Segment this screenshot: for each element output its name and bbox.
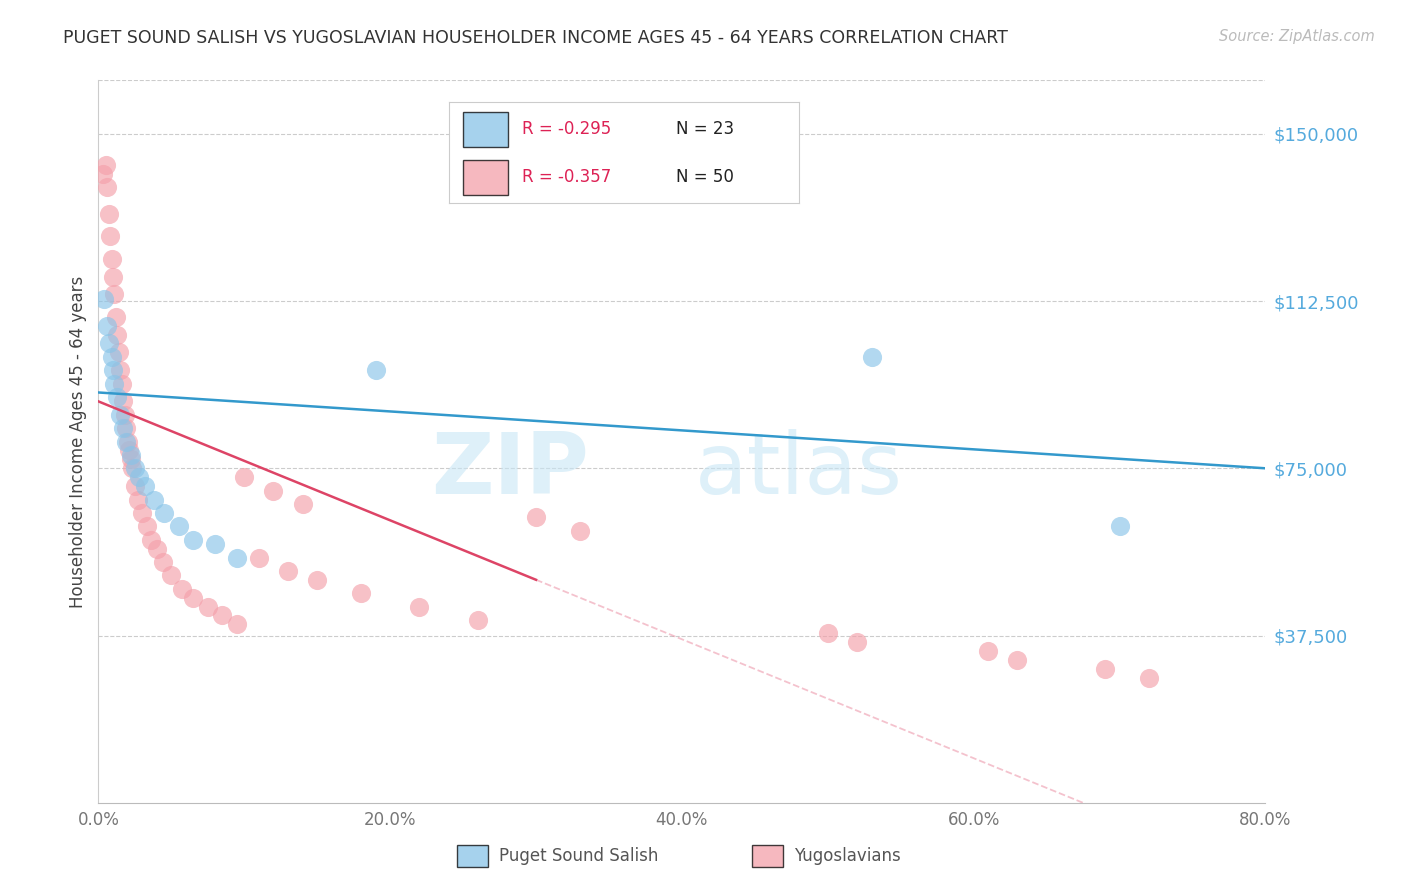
Point bbox=[118, 443, 141, 458]
Point bbox=[131, 506, 153, 520]
Point bbox=[127, 492, 149, 507]
Point bbox=[135, 519, 157, 533]
Point bbox=[204, 537, 226, 551]
Point bbox=[120, 452, 142, 467]
Point bbox=[96, 180, 118, 194]
Point bbox=[94, 158, 117, 172]
Point bbox=[233, 470, 256, 484]
Point bbox=[124, 479, 146, 493]
Point bbox=[247, 550, 270, 565]
Point bbox=[1094, 662, 1116, 676]
Point bbox=[112, 394, 135, 409]
Point bbox=[103, 287, 125, 301]
Point bbox=[97, 336, 120, 351]
Point bbox=[226, 550, 249, 565]
Text: PUGET SOUND SALISH VS YUGOSLAVIAN HOUSEHOLDER INCOME AGES 45 - 64 YEARS CORRELAT: PUGET SOUND SALISH VS YUGOSLAVIAN HOUSEH… bbox=[63, 29, 1008, 46]
Point bbox=[170, 582, 193, 596]
Point bbox=[152, 555, 174, 569]
Point bbox=[350, 586, 373, 600]
Point bbox=[108, 345, 131, 359]
Point bbox=[120, 448, 142, 462]
Point bbox=[103, 376, 125, 391]
Point bbox=[160, 568, 183, 582]
Point bbox=[105, 327, 128, 342]
Point bbox=[817, 626, 839, 640]
Point bbox=[104, 310, 127, 324]
Point bbox=[1137, 671, 1160, 685]
Point bbox=[110, 363, 132, 377]
Point bbox=[524, 510, 547, 524]
Point bbox=[153, 506, 176, 520]
Text: atlas: atlas bbox=[695, 429, 903, 512]
Point bbox=[1007, 653, 1029, 667]
Point bbox=[197, 599, 219, 614]
Point bbox=[115, 421, 138, 435]
Point bbox=[262, 483, 284, 498]
Point bbox=[114, 408, 136, 422]
Text: Source: ZipAtlas.com: Source: ZipAtlas.com bbox=[1219, 29, 1375, 44]
Point bbox=[167, 519, 190, 533]
Point bbox=[181, 533, 204, 547]
Point bbox=[146, 541, 169, 556]
Point bbox=[291, 497, 314, 511]
Point bbox=[568, 524, 591, 538]
Text: ZIP: ZIP bbox=[430, 429, 589, 512]
Point bbox=[110, 408, 132, 422]
Text: Puget Sound Salish: Puget Sound Salish bbox=[499, 847, 658, 865]
Point bbox=[101, 363, 124, 377]
Point bbox=[93, 292, 115, 306]
Point bbox=[121, 461, 143, 475]
Point bbox=[117, 434, 139, 449]
Point bbox=[181, 591, 204, 605]
Point bbox=[211, 608, 233, 623]
Point bbox=[112, 421, 135, 435]
Point bbox=[277, 564, 299, 578]
Point bbox=[100, 350, 122, 364]
Point bbox=[139, 533, 162, 547]
Point bbox=[124, 461, 146, 475]
Point bbox=[105, 390, 128, 404]
Point bbox=[97, 207, 120, 221]
Point bbox=[91, 167, 114, 181]
Text: Yugoslavians: Yugoslavians bbox=[794, 847, 901, 865]
Point bbox=[101, 269, 124, 284]
Point bbox=[142, 492, 165, 507]
Point bbox=[96, 318, 118, 333]
Point bbox=[1108, 519, 1130, 533]
Point bbox=[977, 644, 1000, 658]
Y-axis label: Householder Income Ages 45 - 64 years: Householder Income Ages 45 - 64 years bbox=[69, 276, 87, 607]
Point bbox=[846, 635, 869, 649]
Point bbox=[111, 376, 134, 391]
Point bbox=[226, 617, 249, 632]
Point bbox=[134, 479, 156, 493]
Point bbox=[115, 434, 138, 449]
Point bbox=[128, 470, 150, 484]
Point bbox=[100, 252, 122, 266]
Point bbox=[467, 613, 489, 627]
Point bbox=[307, 573, 329, 587]
Point bbox=[98, 229, 121, 244]
Point bbox=[408, 599, 430, 614]
Point bbox=[364, 363, 387, 377]
Point bbox=[860, 350, 883, 364]
